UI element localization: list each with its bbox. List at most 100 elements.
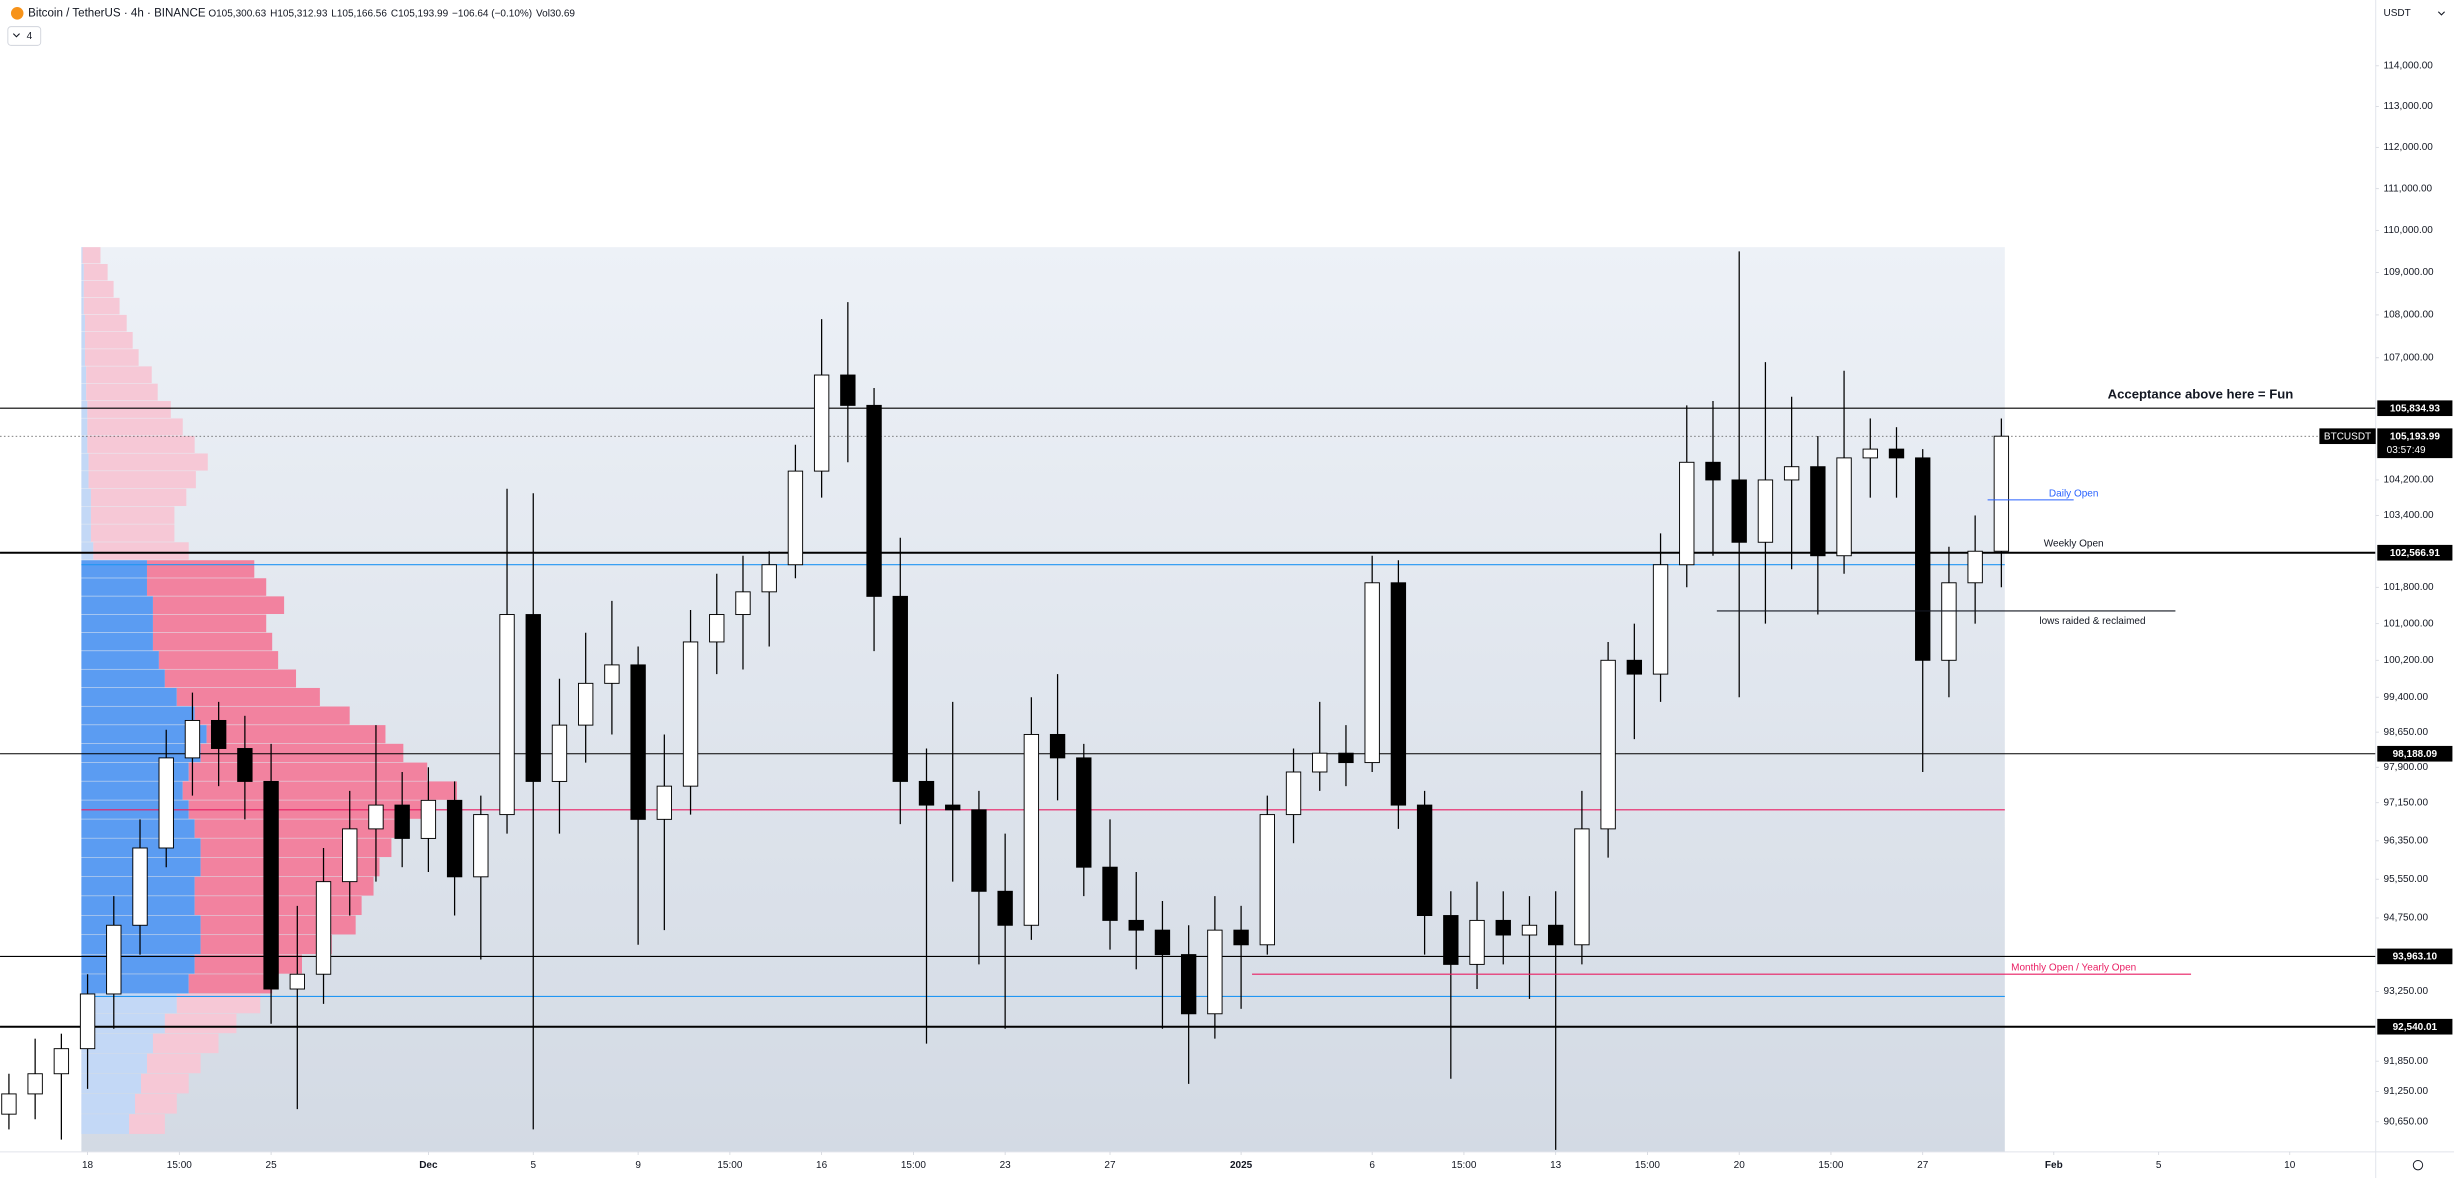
price-tags: 105,834.93 102,566.91 98,188.09 93,963.10 92… <box>2319 400 2453 1035</box>
candle-body <box>1 1093 17 1115</box>
profile-up-bar <box>81 247 83 264</box>
x-tick-label: 27 <box>1917 1160 1929 1171</box>
profile-down-bar <box>88 453 208 471</box>
y-tick-label: 104,200.00 <box>2384 475 2434 486</box>
candle-body <box>394 804 410 839</box>
currency-chevron[interactable] <box>2437 11 2445 16</box>
indicators-toggle[interactable] <box>7 26 42 46</box>
profile-down-bar <box>90 506 175 524</box>
profile-down-bar <box>86 366 152 384</box>
candle-body <box>237 748 253 782</box>
profile-down-bar <box>93 542 189 560</box>
settings-icon[interactable] <box>2412 1160 2424 1171</box>
annotation-text: lows raided & reclaimed <box>2039 616 2145 627</box>
candle-body <box>1469 919 1485 965</box>
level-tag-label: 102,566.91 <box>2390 548 2440 559</box>
background-layer <box>81 247 2005 1152</box>
profile-up-bar <box>81 471 89 489</box>
legend-key: O <box>208 8 216 19</box>
x-tick-label: 15:00 <box>1818 1160 1843 1171</box>
x-tick-label: Dec <box>419 1160 438 1171</box>
y-tick-label: 97,900.00 <box>2384 762 2429 773</box>
legend-volume-value: 30.69 <box>550 8 575 19</box>
profile-up-bar <box>81 401 88 418</box>
profile-down-bar <box>152 1033 219 1054</box>
indicators-count[interactable]: 4 <box>27 31 33 42</box>
y-tick-label: 93,250.00 <box>2384 986 2429 997</box>
candle-body <box>1757 479 1774 543</box>
candle-body <box>1941 582 1957 661</box>
profile-up-bar <box>81 1013 165 1034</box>
profile-up-bar <box>81 560 147 578</box>
candle-body <box>1207 929 1223 1015</box>
candle-body <box>1600 659 1616 830</box>
candle-body <box>630 664 646 820</box>
candle-body <box>1548 924 1564 946</box>
legend-value: 105,166.56 <box>337 8 387 19</box>
profile-down-bar <box>176 687 320 706</box>
level-tag <box>2377 948 2453 965</box>
profile-down-bar <box>194 706 350 725</box>
currency-button[interactable] <box>2377 3 2450 24</box>
candle-body <box>368 804 384 830</box>
x-tick-label: 15:00 <box>717 1160 742 1171</box>
candle-body <box>1443 915 1459 965</box>
level-tag <box>2377 1018 2453 1035</box>
candle-body <box>315 881 332 975</box>
level-tag-label: 105,834.93 <box>2390 403 2440 414</box>
annotation-text: Acceptance above here = Fun <box>2108 387 2294 402</box>
profile-region <box>81 247 2005 1152</box>
profile-down-bar <box>84 332 133 349</box>
candle-body <box>551 724 568 782</box>
profile-down-bar <box>146 560 255 578</box>
profile-down-bar <box>87 418 183 436</box>
legend-change: −106.64 (−0.10%) <box>452 8 532 19</box>
profile-down-bar <box>82 247 101 264</box>
annotation-text: Monthly Open / Yearly Open <box>2011 963 2136 974</box>
candle-body <box>813 374 830 472</box>
legend-key: L <box>331 8 337 19</box>
x-tick-label: 20 <box>1734 1160 1746 1171</box>
y-tick-label: 99,400.00 <box>2384 692 2429 703</box>
candle-body <box>709 614 725 643</box>
candle-body <box>79 993 96 1050</box>
candle-body <box>1312 752 1328 773</box>
y-tick-label: 95,550.00 <box>2384 874 2429 885</box>
candle-body <box>945 804 961 811</box>
x-tick-label: 5 <box>2156 1160 2162 1171</box>
candle-body <box>1652 564 1669 675</box>
candle-body <box>1783 466 1800 481</box>
currency-label[interactable]: USDT <box>2384 8 2411 19</box>
candle-body <box>840 374 856 406</box>
x-tick-label: 16 <box>816 1160 828 1171</box>
profile-down-bar <box>88 471 196 489</box>
level-tag <box>2377 544 2453 561</box>
candle-body <box>1967 550 1983 584</box>
profile-down-bar <box>90 524 175 542</box>
legend-value: 105,312.93 <box>277 8 327 19</box>
symbol-tag <box>2319 428 2376 445</box>
profile-up-bar <box>81 687 177 706</box>
y-tick-label: 90,650.00 <box>2384 1116 2429 1127</box>
profile-up-bar <box>81 1033 153 1054</box>
candle-body <box>499 614 515 816</box>
profile-up-bar <box>81 614 153 633</box>
y-tick-label: 109,000.00 <box>2384 267 2434 278</box>
candle-body <box>1888 448 1905 459</box>
profile-up-bar <box>81 314 85 332</box>
candle-body <box>1023 733 1040 926</box>
candle-body <box>1233 929 1249 946</box>
profile-down-bar <box>86 383 158 401</box>
candle-body <box>342 828 358 883</box>
candle-body <box>1154 929 1171 956</box>
profile-up-bar <box>81 725 207 744</box>
symbol-icon <box>10 7 24 20</box>
profile-up-bar <box>81 743 201 763</box>
y-tick-label: 91,250.00 <box>2384 1086 2429 1097</box>
x-tick-label: 2025 <box>1230 1160 1253 1171</box>
candle-body <box>1049 733 1066 759</box>
profile-up-bar <box>81 706 195 725</box>
profile-up-bar <box>81 349 85 366</box>
profile-up-bar <box>81 819 195 838</box>
